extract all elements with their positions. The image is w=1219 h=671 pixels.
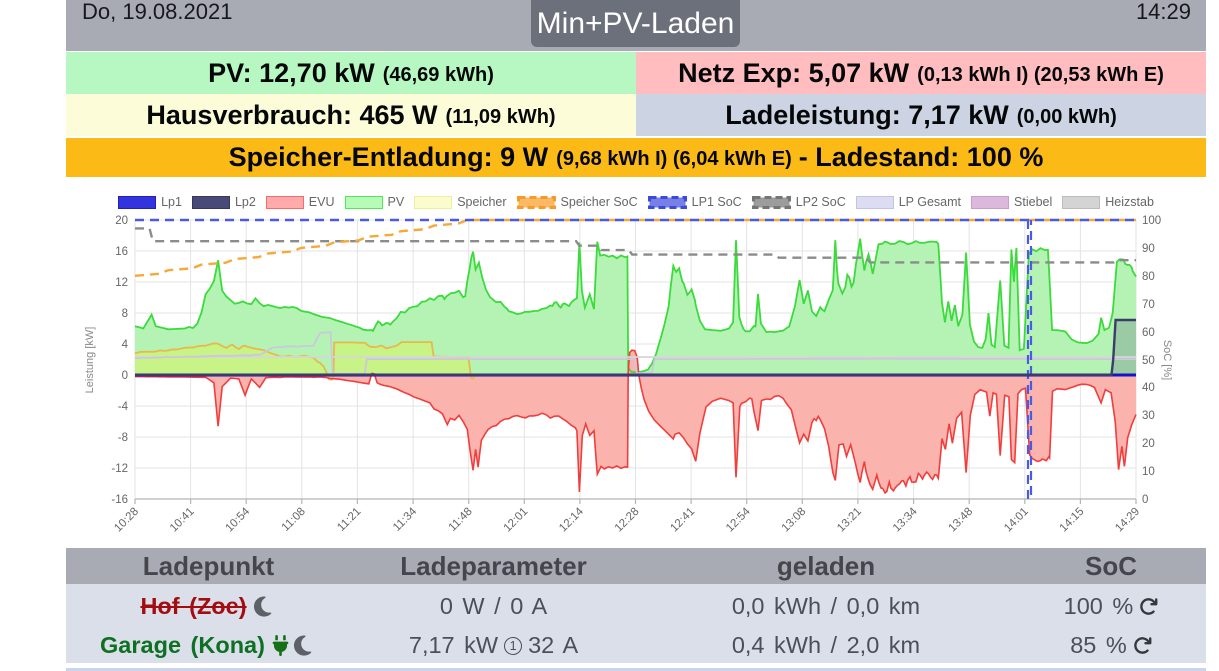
- svg-text:SoC [%]: SoC [%]: [1161, 340, 1173, 380]
- svg-text:10:28: 10:28: [112, 506, 141, 535]
- svg-text:60: 60: [1142, 327, 1155, 339]
- svg-text:11:34: 11:34: [391, 505, 420, 534]
- svg-text:4: 4: [122, 339, 129, 351]
- svg-text:30: 30: [1142, 410, 1155, 422]
- svg-text:12: 12: [115, 277, 128, 289]
- svg-text:10:41: 10:41: [168, 506, 197, 535]
- svg-text:0: 0: [122, 370, 128, 382]
- svg-text:-16: -16: [111, 494, 128, 506]
- svg-text:8: 8: [122, 308, 128, 320]
- svg-text:50: 50: [1142, 355, 1155, 367]
- svg-text:0: 0: [1142, 494, 1148, 506]
- svg-text:40: 40: [1142, 382, 1155, 394]
- svg-text:11:08: 11:08: [280, 506, 308, 534]
- svg-text:13:21: 13:21: [835, 506, 864, 535]
- svg-text:12:54: 12:54: [724, 505, 753, 534]
- svg-text:-8: -8: [118, 432, 128, 444]
- svg-text:14:29: 14:29: [1113, 506, 1142, 535]
- svg-text:11:21: 11:21: [335, 506, 363, 534]
- svg-text:10: 10: [1142, 466, 1155, 478]
- svg-text:80: 80: [1142, 271, 1155, 283]
- svg-text:14:01: 14:01: [1002, 506, 1031, 535]
- svg-text:20: 20: [115, 215, 128, 227]
- svg-text:12:28: 12:28: [613, 506, 642, 535]
- svg-text:10:54: 10:54: [223, 505, 252, 534]
- svg-text:13:48: 13:48: [946, 506, 975, 535]
- svg-text:Leistung [kW]: Leistung [kW]: [84, 327, 96, 394]
- svg-text:20: 20: [1142, 438, 1155, 450]
- svg-text:70: 70: [1142, 299, 1155, 311]
- svg-text:12:41: 12:41: [668, 506, 697, 535]
- svg-text:13:08: 13:08: [780, 506, 809, 535]
- svg-text:14:15: 14:15: [1058, 506, 1087, 535]
- svg-text:12:14: 12:14: [557, 505, 586, 534]
- svg-text:-12: -12: [111, 463, 128, 475]
- svg-text:100: 100: [1142, 215, 1161, 227]
- svg-text:16: 16: [115, 246, 128, 258]
- svg-text:90: 90: [1142, 243, 1155, 255]
- svg-text:11:48: 11:48: [447, 506, 475, 534]
- svg-text:-4: -4: [118, 401, 129, 413]
- svg-text:12:01: 12:01: [502, 506, 531, 535]
- svg-text:13:34: 13:34: [891, 505, 920, 534]
